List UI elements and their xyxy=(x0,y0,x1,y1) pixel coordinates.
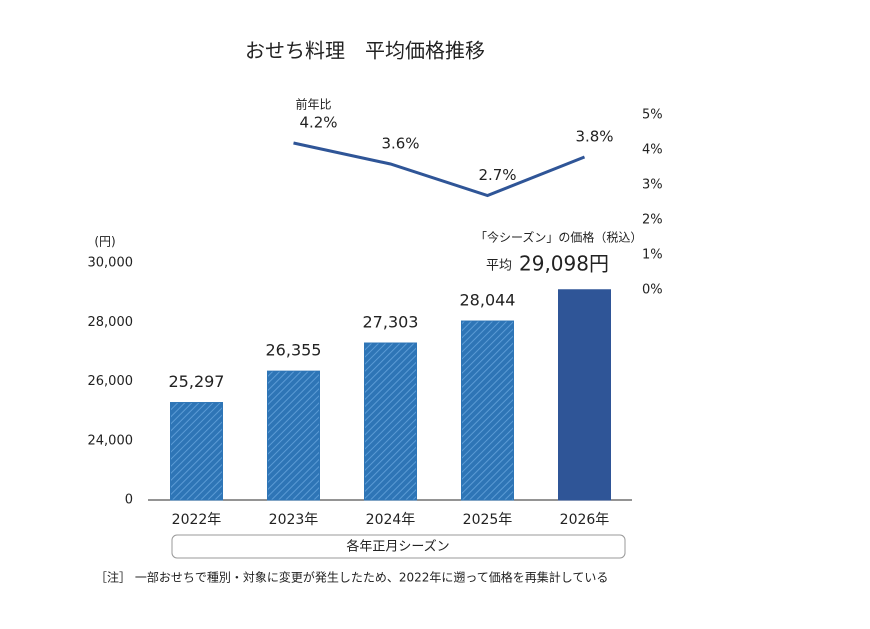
value-label: 27,303 xyxy=(363,313,419,332)
line-value-label: 3.8% xyxy=(575,128,613,146)
bar xyxy=(461,320,514,501)
line xyxy=(293,141,586,198)
annotation: 平均 xyxy=(486,259,512,274)
series-name: 前年比 xyxy=(295,97,331,112)
line-value-label: 3.6% xyxy=(381,135,419,153)
y2-tick-label: 3% xyxy=(642,178,663,193)
annotation: 「今シーズン」の価格（税込） xyxy=(475,230,642,245)
footnote: ［注］ 一部おせちで種別・対象に変更が発生したため、2022年に遡って価格を再集… xyxy=(95,570,608,585)
y-tick-label: 28,000 xyxy=(88,315,134,330)
x-tick-label: 2024年 xyxy=(366,512,416,528)
y-axis-label: (円) xyxy=(94,235,115,249)
bar xyxy=(558,289,611,501)
y2-tick-label: 4% xyxy=(642,143,663,158)
x-label-box xyxy=(171,534,626,559)
x-axis-label: 各年正月シーズン xyxy=(346,539,449,555)
value-label: 29,098円 xyxy=(519,252,609,276)
y-tick-label: 24,000 xyxy=(88,434,134,449)
x-tick-label: 2022年 xyxy=(172,512,222,528)
bar xyxy=(267,370,320,501)
value-label: 26,355 xyxy=(266,341,322,360)
value-label: 28,044 xyxy=(460,291,516,310)
y-tick-label: 0 xyxy=(125,493,133,508)
line-value-label: 4.2% xyxy=(299,114,337,132)
value-label: 25,297 xyxy=(169,372,225,391)
x-tick-label: 2026年 xyxy=(560,512,610,528)
line-value-label: 2.7% xyxy=(478,166,516,184)
bar xyxy=(364,342,417,501)
chart-title: おせち料理 平均価格推移 xyxy=(245,39,485,63)
x-tick-label: 2025年 xyxy=(463,512,513,528)
y2-tick-label: 2% xyxy=(642,213,663,228)
x-tick-label: 2023年 xyxy=(269,512,319,528)
y-tick-label: 30,000 xyxy=(88,256,134,271)
bar xyxy=(170,402,223,501)
y2-tick-label: 1% xyxy=(642,248,663,263)
y2-tick-label: 0% xyxy=(642,283,663,298)
y2-tick-label: 5% xyxy=(642,108,663,123)
y-tick-label: 26,000 xyxy=(88,374,134,389)
